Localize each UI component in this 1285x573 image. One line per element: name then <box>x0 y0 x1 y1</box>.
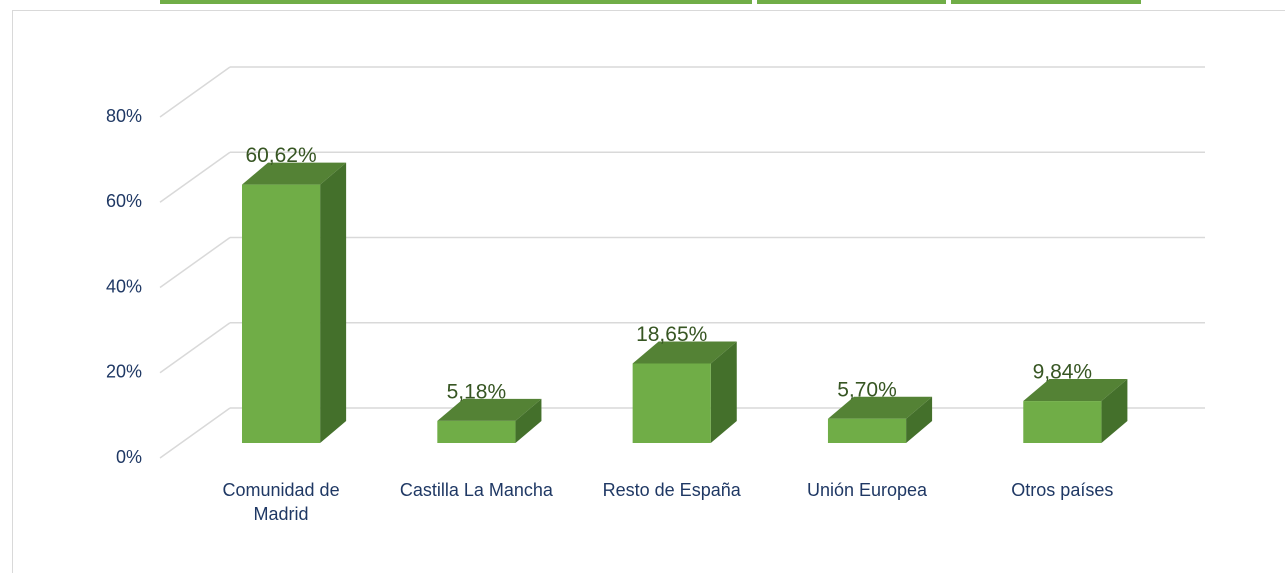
data-label: 60,62% <box>245 144 316 167</box>
data-label: 9,84% <box>1033 361 1093 384</box>
header-stripe <box>951 0 1141 4</box>
y-tick-label: 20% <box>106 362 142 382</box>
grid-line <box>159 322 231 374</box>
x-tick-label: Resto de España <box>602 480 741 500</box>
bar <box>632 363 711 443</box>
header-stripe <box>160 0 752 4</box>
x-tick-label: Comunidad de Madrid <box>222 480 340 524</box>
bar-side <box>710 341 737 443</box>
grid-line <box>159 151 231 203</box>
bar <box>827 418 907 443</box>
bar-top <box>632 341 737 364</box>
y-tick-label: 80% <box>106 106 142 126</box>
bar <box>241 184 321 444</box>
bar <box>1023 401 1102 443</box>
grid-line <box>159 66 231 118</box>
chart-frame <box>12 10 1285 573</box>
bar <box>437 420 516 443</box>
bar-top <box>437 398 542 421</box>
bar-top <box>241 162 347 185</box>
data-label: 5,70% <box>837 378 897 401</box>
bar-top <box>1023 379 1128 402</box>
header-stripe <box>757 0 946 4</box>
y-tick-label: 0% <box>116 447 142 467</box>
y-tick-label: 40% <box>106 276 142 296</box>
data-label: 5,18% <box>447 380 507 403</box>
bar-top <box>827 396 933 419</box>
y-tick-label: 60% <box>106 191 142 211</box>
x-tick-label: Unión Europea <box>806 480 928 500</box>
bar-side <box>906 396 933 443</box>
bar-side <box>1101 379 1128 443</box>
x-tick-label: Otros países <box>1011 480 1114 500</box>
bar-side <box>515 398 542 443</box>
data-label: 18,65% <box>636 323 707 346</box>
x-tick-label: Castilla La Mancha <box>399 480 553 500</box>
grid-line <box>159 236 231 289</box>
bar-side <box>320 162 347 444</box>
grid-line <box>159 407 231 459</box>
